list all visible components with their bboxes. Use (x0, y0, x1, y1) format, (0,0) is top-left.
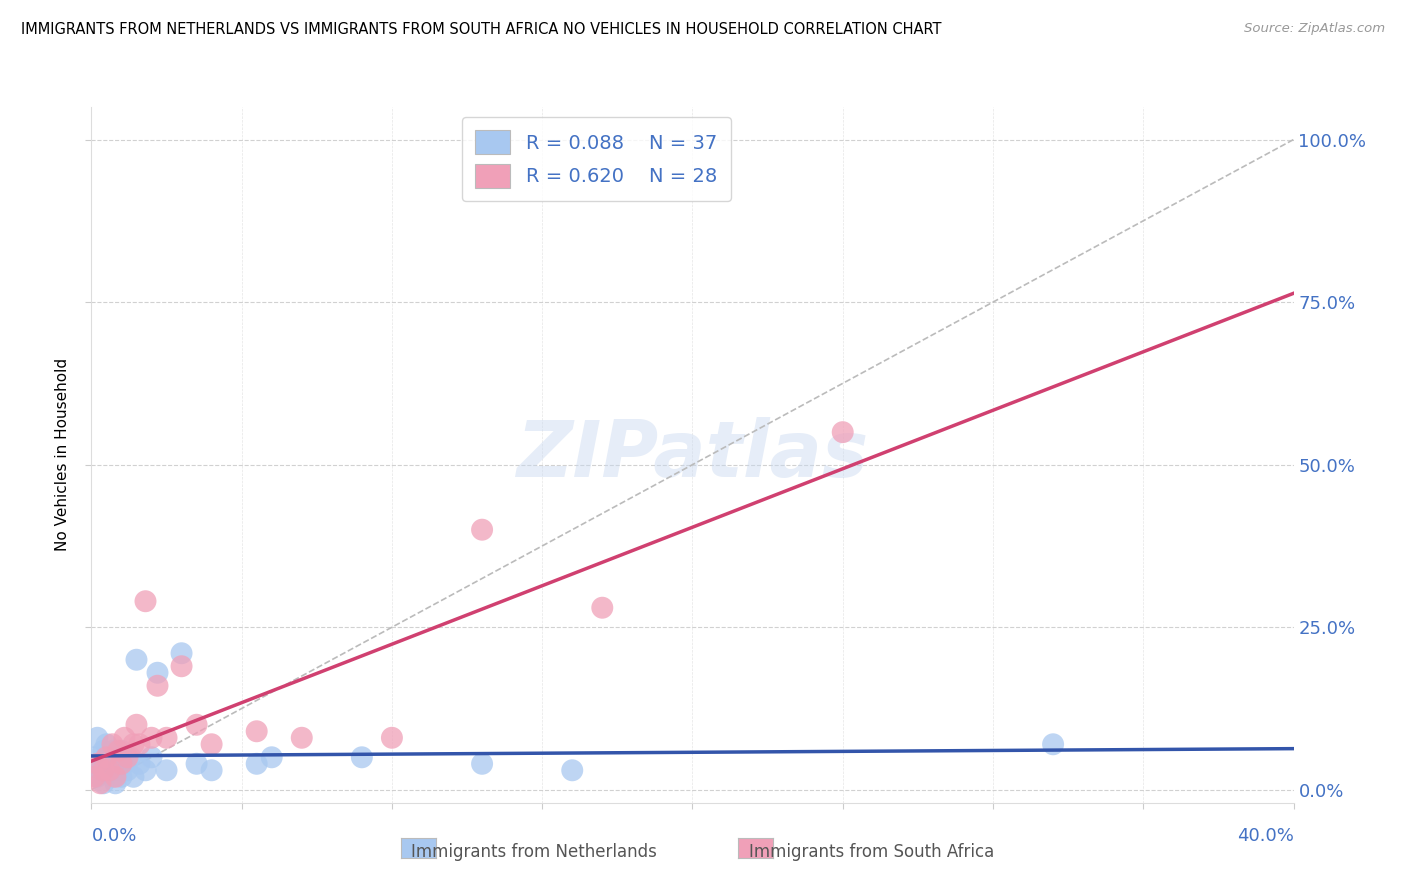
Point (110, 744, 132, 758)
Point (291, 731, 314, 745)
Point (128, 737, 150, 751)
Point (104, 770, 127, 784)
Point (93, 776, 115, 790)
Point (101, 770, 124, 784)
Point (125, 653, 148, 667)
Y-axis label: No Vehicles in Household: No Vehicles in Household (55, 359, 70, 551)
Point (201, 764, 224, 778)
Point (104, 776, 127, 790)
Point (122, 770, 145, 784)
Point (471, 523, 494, 537)
Point (98, 750, 121, 764)
Point (89, 776, 111, 790)
Point (146, 665, 169, 680)
Point (101, 737, 124, 751)
Point (146, 679, 169, 693)
Point (155, 731, 177, 745)
Point (104, 756, 127, 771)
Point (86, 731, 108, 745)
Point (93, 744, 115, 758)
Text: IMMIGRANTS FROM NETHERLANDS VS IMMIGRANTS FROM SOUTH AFRICA NO VEHICLES IN HOUSE: IMMIGRANTS FROM NETHERLANDS VS IMMIGRANT… (21, 22, 942, 37)
Point (96, 750, 118, 764)
Point (125, 718, 148, 732)
Point (114, 756, 136, 771)
Text: Immigrants from Netherlands: Immigrants from Netherlands (412, 843, 657, 861)
Point (96, 737, 118, 751)
Point (471, 756, 494, 771)
Point (246, 724, 269, 739)
Point (561, 764, 583, 778)
Point (89, 764, 111, 778)
Point (128, 756, 150, 771)
Point (98, 764, 121, 778)
Point (134, 764, 156, 778)
Point (186, 718, 208, 732)
Point (246, 756, 269, 771)
Point (83, 770, 105, 784)
Point (107, 750, 129, 764)
Point (201, 737, 224, 751)
Point (120, 750, 142, 764)
Point (96, 756, 118, 771)
Text: 40.0%: 40.0% (1237, 827, 1294, 845)
Point (260, 750, 283, 764)
Point (155, 764, 177, 778)
Point (122, 737, 145, 751)
Point (101, 744, 124, 758)
Point (1042, 737, 1064, 751)
Point (110, 756, 132, 771)
Text: Source: ZipAtlas.com: Source: ZipAtlas.com (1244, 22, 1385, 36)
Point (134, 594, 156, 608)
Point (107, 744, 129, 758)
Point (107, 764, 129, 778)
Text: ZIPatlas: ZIPatlas (516, 417, 869, 493)
Point (86, 756, 108, 771)
Point (831, 425, 853, 439)
Point (350, 750, 373, 764)
Point (93, 764, 115, 778)
Point (110, 770, 132, 784)
Point (98, 764, 121, 778)
Point (117, 764, 139, 778)
Point (141, 731, 163, 745)
Point (141, 750, 163, 764)
Text: 0.0%: 0.0% (91, 827, 136, 845)
Point (86, 770, 108, 784)
Point (170, 659, 193, 673)
Legend: R = 0.088    N = 37, R = 0.620    N = 28: R = 0.088 N = 37, R = 0.620 N = 28 (461, 117, 731, 202)
Point (117, 750, 139, 764)
Point (591, 600, 613, 615)
Point (114, 731, 136, 745)
Point (381, 731, 404, 745)
Point (170, 646, 193, 660)
Point (186, 756, 208, 771)
Text: Immigrants from South Africa: Immigrants from South Africa (749, 843, 994, 861)
Point (83, 750, 105, 764)
